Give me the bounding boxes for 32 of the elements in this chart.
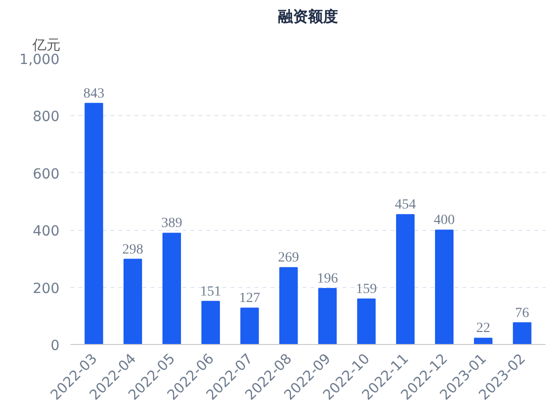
y-tick-label: 400: [32, 224, 60, 240]
y-tick-label: 200: [32, 280, 60, 297]
data-label: 159: [356, 282, 377, 298]
bar: [84, 102, 104, 344]
data-label: 843: [83, 86, 104, 102]
bar: [279, 267, 298, 344]
bar: [512, 322, 532, 344]
data-label: 298: [122, 242, 144, 258]
data-label: 151: [200, 284, 222, 300]
y-tick-label: 600: [32, 166, 60, 182]
y-tick-label: 0: [50, 338, 60, 354]
bar: [240, 308, 259, 344]
y-axis-title: 亿元: [32, 38, 60, 54]
data-label: 127: [239, 291, 260, 306]
chart-title: 融资额度: [278, 8, 338, 26]
y-tick-label: 800: [32, 109, 60, 126]
bar: [124, 258, 142, 344]
data-label: 76: [515, 306, 530, 321]
data-label: 454: [394, 198, 416, 213]
data-label: 389: [161, 216, 182, 232]
data-label: 196: [316, 271, 338, 286]
bar: [318, 288, 337, 344]
bar: [357, 298, 376, 344]
data-label: 22: [476, 321, 490, 336]
bar: [474, 338, 492, 344]
bar: [162, 232, 181, 344]
bar: [396, 214, 415, 344]
bar: [435, 230, 454, 344]
y-tick-label: 1,000: [19, 52, 60, 68]
bar: [201, 300, 220, 344]
data-label: 269: [278, 250, 300, 266]
data-label: 400: [434, 213, 455, 228]
